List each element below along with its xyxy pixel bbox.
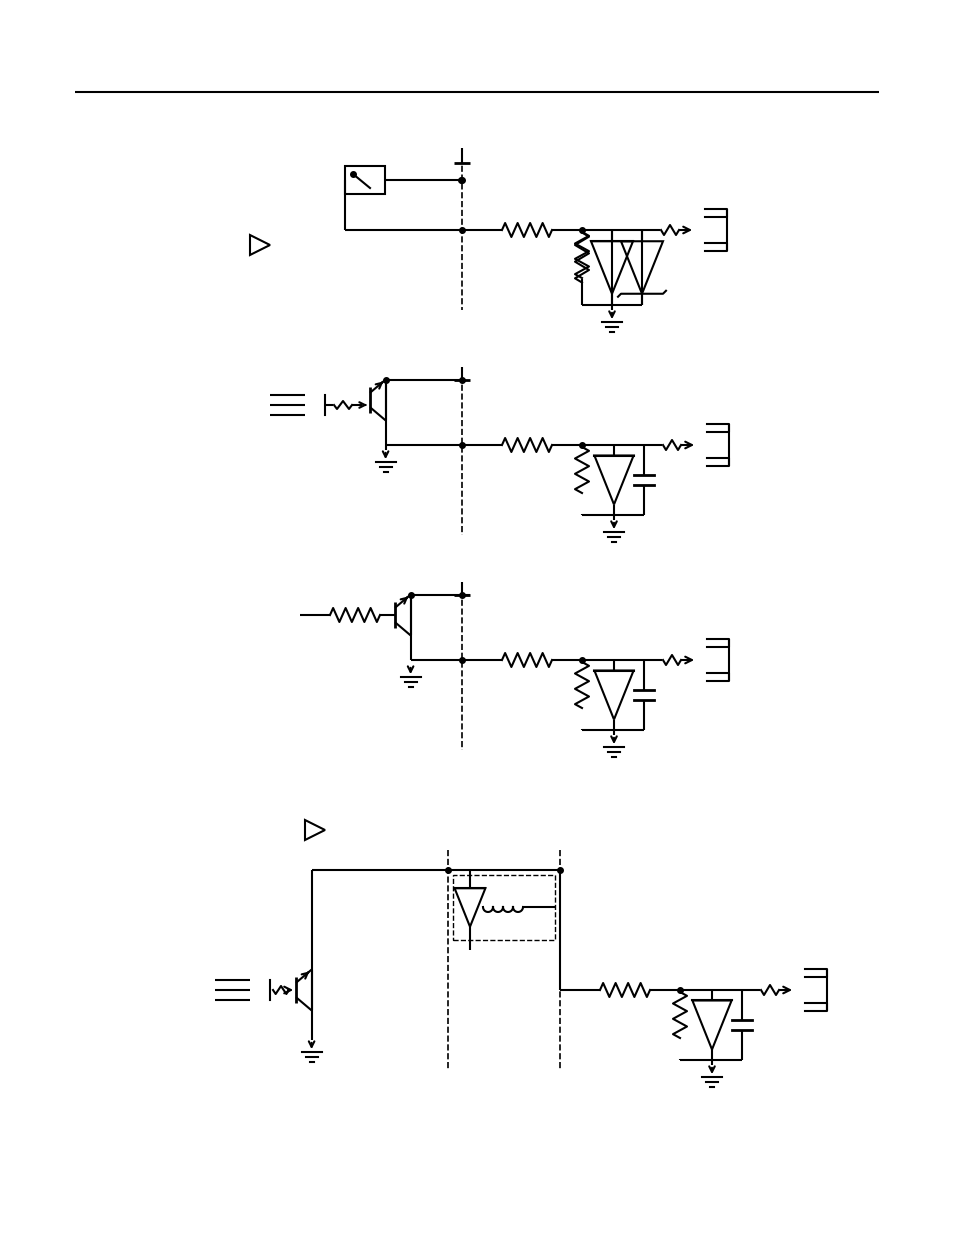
Bar <box>453 876 555 940</box>
Bar <box>345 165 385 194</box>
